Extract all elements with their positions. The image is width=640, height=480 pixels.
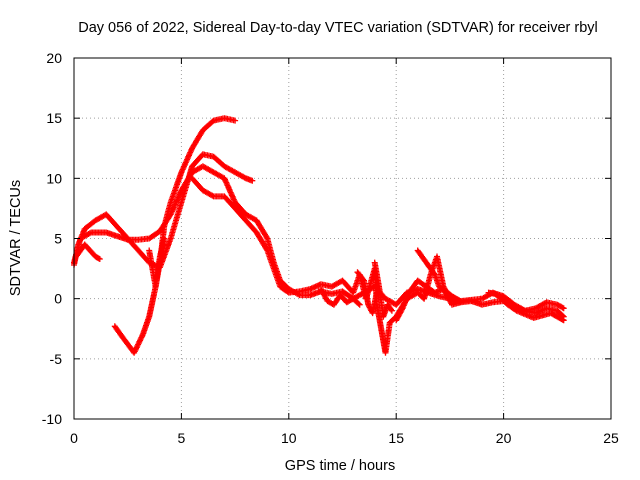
y-tick-label: 20 (46, 50, 62, 66)
chart-title: Day 056 of 2022, Sidereal Day-to-day VTE… (78, 20, 598, 36)
data-point (360, 276, 367, 283)
x-tick-label: 5 (178, 430, 186, 446)
data-point (263, 234, 270, 241)
data-point (398, 306, 405, 313)
data-point (457, 299, 464, 306)
data-point (560, 305, 567, 312)
data-point (560, 317, 567, 324)
x-tick-label: 25 (603, 430, 619, 446)
data-point (559, 304, 566, 311)
x-tick-label: 10 (281, 430, 297, 446)
x-axis-label: GPS time / hours (285, 458, 395, 474)
x-tick-label: 15 (388, 430, 404, 446)
data-point (356, 301, 363, 308)
data-point (249, 177, 256, 184)
y-tick-label: 5 (54, 231, 62, 247)
data-point (232, 117, 239, 124)
data-point (373, 289, 380, 296)
y-tick-label: 10 (46, 170, 62, 186)
y-tick-label: 0 (54, 291, 62, 307)
data-point (209, 118, 216, 125)
data-point (138, 334, 145, 341)
series-trace-3 (73, 241, 103, 262)
series-trace-12 (318, 286, 363, 308)
series-trace-5 (146, 115, 239, 290)
grid (74, 58, 611, 419)
series-trace-7 (371, 259, 395, 320)
data-points (71, 115, 567, 356)
y-tick-label: 15 (46, 110, 62, 126)
axis-ticks: 0 5 10 15 20 25 -10 -5 0 5 10 15 20 (42, 50, 619, 446)
series-trace-8 (354, 269, 380, 317)
series-trace-9 (393, 277, 464, 324)
y-axis-label: SDTVAR / TECUs (8, 180, 24, 296)
y-tick-label: -10 (42, 411, 62, 427)
data-point (263, 246, 270, 253)
data-point (209, 192, 216, 199)
data-point (388, 306, 394, 313)
y-tick-label: -5 (50, 351, 63, 367)
data-point (96, 256, 103, 262)
series-trace-10 (414, 247, 464, 308)
x-tick-label: 0 (70, 430, 78, 446)
series-trace-11 (485, 289, 567, 324)
x-tick-label: 20 (496, 430, 512, 446)
data-point (355, 300, 362, 307)
data-point (388, 307, 395, 314)
